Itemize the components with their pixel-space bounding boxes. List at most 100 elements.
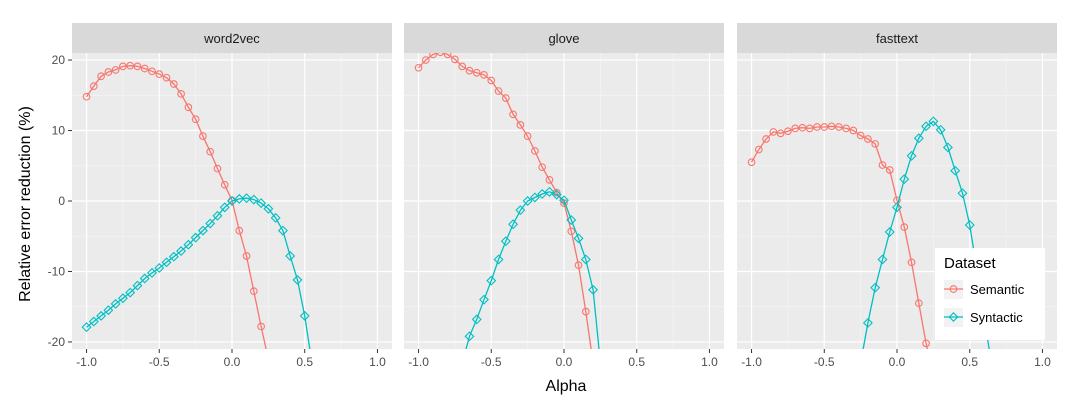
legend-label: Syntactic — [970, 310, 1023, 325]
data-point-semantic — [242, 252, 251, 260]
data-point-semantic — [747, 158, 756, 167]
data-point-semantic — [820, 123, 829, 131]
x-tick-label: 0.0 — [224, 355, 241, 369]
series-line-syntactic — [862, 120, 990, 349]
data-point-semantic — [769, 128, 778, 136]
facet-strip — [72, 23, 392, 53]
data-point-semantic — [235, 226, 244, 235]
data-point-semantic — [849, 126, 858, 135]
data-point-semantic — [220, 180, 229, 189]
facet-strip — [737, 23, 1057, 53]
data-point-semantic — [871, 140, 880, 148]
data-point-syntactic — [862, 317, 873, 328]
data-point-semantic — [487, 76, 496, 85]
data-point-semantic — [421, 56, 430, 64]
data-point-syntactic — [899, 174, 910, 185]
x-tick-label: 1.0 — [701, 355, 718, 369]
data-point-syntactic — [522, 196, 533, 206]
data-point-semantic — [900, 223, 909, 231]
data-point-syntactic — [913, 133, 924, 144]
data-point-syntactic — [892, 202, 902, 213]
x-axis-title: Alpha — [546, 378, 587, 395]
data-point-semantic — [914, 299, 923, 308]
data-point-syntactic — [117, 293, 128, 304]
x-tick-label: -1.0 — [741, 355, 762, 369]
data-point-semantic — [257, 322, 265, 331]
data-point-semantic — [414, 63, 423, 72]
x-tick-label: -1.0 — [408, 355, 429, 369]
x-tick-label: -0.5 — [149, 355, 170, 369]
data-point-semantic — [574, 261, 583, 269]
data-point-syntactic — [551, 189, 562, 200]
data-point-syntactic — [285, 250, 296, 261]
data-point-syntactic — [877, 254, 888, 265]
data-point-syntactic — [493, 254, 504, 265]
legend-key-circle — [949, 285, 958, 293]
data-point-syntactic — [508, 219, 519, 230]
data-point-syntactic — [964, 219, 975, 230]
data-point-syntactic — [147, 267, 157, 278]
data-point-syntactic — [479, 294, 489, 305]
data-point-syntactic — [464, 331, 475, 342]
data-point-semantic — [805, 124, 814, 133]
data-point-syntactic — [197, 225, 208, 236]
data-point-syntactic — [559, 195, 569, 206]
data-point-semantic — [443, 53, 452, 59]
data-point-semantic — [97, 72, 105, 81]
data-point-syntactic — [870, 282, 881, 293]
data-point-syntactic — [103, 305, 114, 316]
data-point-syntactic — [263, 203, 274, 214]
data-point-semantic — [436, 53, 445, 57]
data-point-semantic — [531, 147, 539, 155]
data-point-semantic — [494, 87, 503, 95]
facet-panel-word2vec: word2vec -1.0 -0.5 0.0 0.5 1.0 -20 -10 0 10 20 — [48, 23, 392, 369]
data-point-semantic — [104, 68, 113, 76]
data-point-syntactic — [537, 188, 548, 199]
legend-key-diamond — [948, 312, 959, 322]
data-point-syntactic — [580, 254, 591, 265]
y-tick-label: 20 — [52, 53, 66, 67]
data-point-semantic — [538, 163, 547, 172]
x-tick-label: 1.0 — [369, 355, 386, 369]
facet-panel-fasttext: fasttext -1.0 -0.5 0.0 0.5 1.0 — [737, 23, 1057, 381]
data-point-syntactic — [987, 359, 995, 367]
data-point-syntactic — [884, 227, 895, 237]
data-point-syntactic — [471, 314, 482, 325]
y-tick-label: -10 — [48, 264, 66, 278]
data-point-syntactic — [292, 274, 303, 285]
facet-strip-label: word2vec — [203, 31, 260, 46]
legend-label: Semantic — [970, 282, 1025, 297]
data-point-semantic — [813, 123, 821, 131]
y-tick-label: -20 — [48, 335, 66, 349]
data-point-semantic — [930, 374, 937, 381]
y-tick-label: 10 — [52, 124, 66, 138]
data-point-syntactic — [921, 121, 932, 132]
data-point-syntactic — [248, 194, 259, 205]
x-tick-label: -1.0 — [76, 355, 97, 369]
data-point-syntactic — [270, 212, 281, 223]
series-line-semantic — [85, 65, 267, 349]
series-group — [414, 53, 600, 349]
data-point-semantic — [762, 135, 770, 143]
data-point-semantic — [842, 124, 850, 133]
data-point-semantic — [501, 94, 510, 102]
data-point-syntactic — [957, 188, 968, 199]
data-point-syntactic — [227, 196, 237, 206]
legend-entry-semantic: Semantic — [944, 280, 1025, 299]
x-tick-label: 0.0 — [889, 355, 906, 369]
legend-entries: Semantic Syntactic — [944, 280, 1025, 327]
legend-entry-syntactic: Syntactic — [944, 308, 1023, 327]
facet-strip-label: glove — [548, 31, 579, 46]
data-point-syntactic — [161, 257, 172, 268]
data-point-semantic — [885, 166, 894, 174]
facet-panel-glove: glove -1.0 -0.5 0.0 0.5 1.0 — [404, 23, 724, 369]
data-point-syntactic — [588, 284, 599, 295]
data-point-semantic — [82, 92, 91, 101]
facet-strip-label: fasttext — [876, 31, 918, 46]
data-point-semantic — [451, 55, 459, 64]
data-point-semantic — [155, 70, 164, 78]
data-point-syntactic — [950, 165, 961, 176]
data-point-syntactic — [183, 239, 194, 250]
data-point-semantic — [834, 123, 843, 131]
data-point-syntactic — [544, 186, 555, 197]
